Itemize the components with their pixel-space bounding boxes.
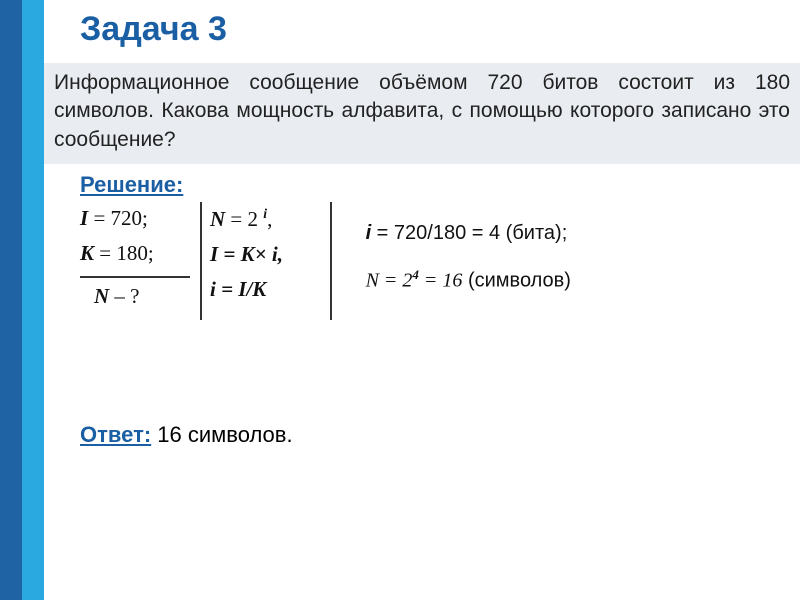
val-K: = 180; bbox=[94, 241, 154, 265]
slide-title: Задача 3 bbox=[80, 10, 770, 49]
slide-content: Задача 3 Информационное сообщение объёмо… bbox=[80, 10, 770, 448]
solution-heading: Решение: bbox=[80, 172, 770, 198]
calc-N-var: N bbox=[366, 270, 384, 292]
answer-label: Ответ: bbox=[80, 422, 151, 447]
answer-line: Ответ: 16 символов. bbox=[80, 422, 770, 448]
find-N: N – ? bbox=[80, 284, 198, 309]
vertical-rule-2 bbox=[330, 202, 332, 320]
var-N: N bbox=[94, 284, 109, 308]
calc-column: i = 720/180 = 4 (бита); N = 24 = 16 (сим… bbox=[360, 222, 680, 303]
f1-lhs: N bbox=[210, 207, 225, 231]
calc-i: i = 720/180 = 4 (бита); bbox=[360, 222, 680, 245]
formula-I: I = K× i, bbox=[210, 242, 330, 267]
calc-N-res: = 16 bbox=[419, 270, 463, 292]
calc-N-unit: (символов) bbox=[462, 270, 571, 292]
f1-mid: = 2 bbox=[225, 207, 263, 231]
accent-bar-light bbox=[22, 0, 44, 600]
answer-text: 16 символов. bbox=[151, 422, 292, 447]
given-I: I = 720; bbox=[80, 206, 198, 231]
given-K: K = 180; bbox=[80, 241, 198, 266]
var-K: K bbox=[80, 241, 94, 265]
formula-i: i = I/K bbox=[210, 277, 330, 302]
calc-N: N = 24 = 16 (символов) bbox=[360, 267, 680, 293]
formula-N: N = 2 i, bbox=[210, 206, 330, 232]
given-separator bbox=[80, 276, 190, 278]
accent-bars bbox=[0, 0, 44, 600]
var-I: I bbox=[80, 206, 88, 230]
find-text: – ? bbox=[109, 284, 139, 308]
vertical-rule-1 bbox=[200, 202, 202, 320]
solution-body: I = 720; K = 180; N – ? N = 2 i, I = K× … bbox=[80, 202, 770, 392]
accent-bar-dark bbox=[0, 0, 22, 600]
calc-N-base: = 2 bbox=[384, 270, 413, 292]
formulas-column: N = 2 i, I = K× i, i = I/K bbox=[210, 206, 330, 312]
given-column: I = 720; K = 180; N – ? bbox=[80, 206, 198, 319]
calc-i-val: = 720/180 = 4 (бита); bbox=[371, 222, 567, 244]
val-I: = 720; bbox=[88, 206, 148, 230]
f1-tail: , bbox=[267, 207, 272, 231]
problem-statement: Информационное сообщение объёмом 720 бит… bbox=[44, 63, 800, 164]
